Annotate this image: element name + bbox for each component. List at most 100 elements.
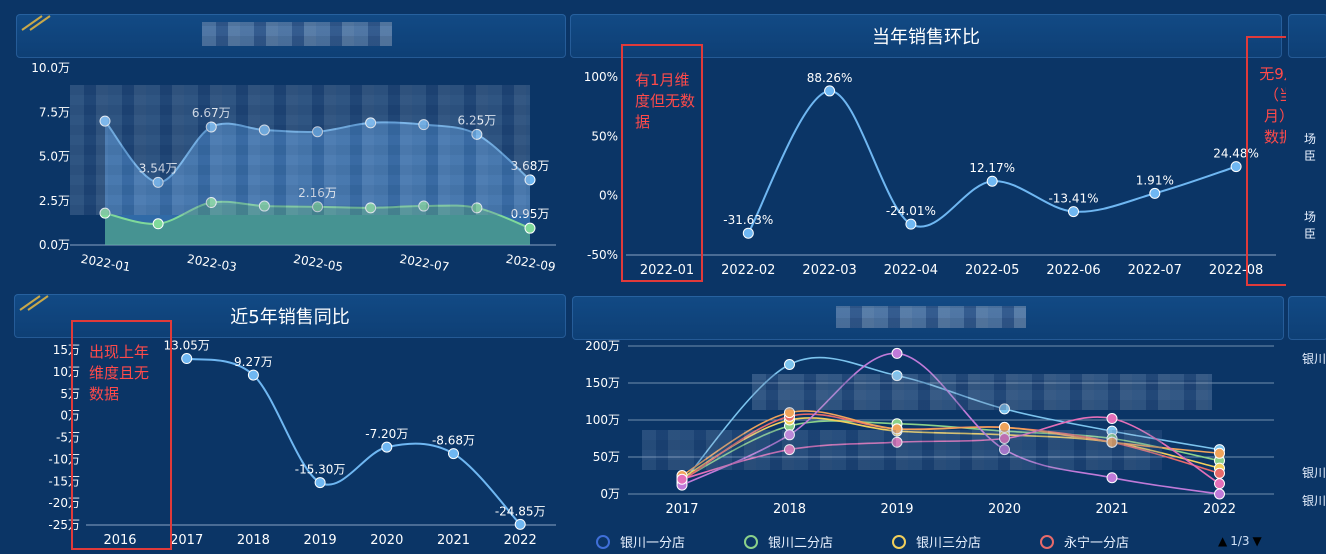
chart-mid-bottom: 0万 50万 100万 150万 200万 2017 2018 2019 2020 2021 202…	[585, 340, 1274, 517]
data-point	[205, 197, 217, 209]
data-point	[418, 200, 430, 212]
x-tick-label: 2022	[504, 533, 537, 548]
x-tick-label: 2016	[103, 533, 136, 548]
data-point	[524, 174, 536, 186]
x-tick-label: 2022-01	[640, 263, 694, 278]
y-tick-label: 2.5万	[39, 194, 70, 208]
data-label: 9.27万	[234, 355, 273, 369]
data-point	[1068, 206, 1079, 218]
y-tick-label: 100万	[585, 413, 620, 427]
data-point	[999, 433, 1010, 444]
y-tick-label: 150万	[585, 376, 620, 390]
data-label: 2.16万	[298, 186, 337, 200]
series-line	[681, 410, 1220, 477]
legend-pager[interactable]: ▲ 1/3 ▼	[1218, 534, 1262, 548]
legend-label: 永宁一分店	[1064, 536, 1130, 551]
x-tick-label: 2017	[665, 502, 698, 517]
panel-left-top: 0.0万 2.5万 5.0万 7.5万 10.0万 2022-01 2022-03 2022-…	[0, 0, 566, 290]
series-line	[681, 416, 1220, 485]
legend-item[interactable]: 银川二分店	[744, 532, 833, 551]
x-tick-label: 2020	[370, 533, 403, 548]
legend-item[interactable]: 永宁一分店	[1040, 532, 1129, 551]
blurred-title	[202, 22, 392, 46]
x-tick-label: 2022-05	[292, 252, 344, 274]
x-tick-label: 2018	[237, 533, 270, 548]
data-point	[999, 403, 1010, 415]
panel-title-bar	[16, 14, 566, 58]
right-edge-label: 银川	[1302, 494, 1326, 508]
x-tick-label: 2021	[437, 533, 470, 548]
data-point	[891, 370, 903, 382]
y-tick-label: 5.0万	[39, 150, 70, 164]
series-area	[105, 201, 530, 245]
legend-marker-icon	[1040, 534, 1054, 549]
data-label: -24.85万	[495, 504, 546, 518]
data-label: 6.67万	[192, 106, 231, 120]
x-tick-label: 2019	[880, 502, 913, 517]
data-point	[891, 423, 903, 435]
data-point	[1230, 161, 1242, 173]
data-point	[152, 176, 164, 188]
series-line	[681, 356, 1220, 484]
panel-right-bottom-title-bar	[1288, 296, 1326, 340]
y-tick-label: -50%	[587, 248, 618, 262]
data-point	[99, 115, 111, 127]
x-tick-label: 2022-07	[1128, 263, 1182, 278]
data-point	[905, 218, 917, 230]
data-point	[1106, 472, 1118, 484]
data-point	[676, 473, 688, 485]
data-label: 12.17%	[969, 161, 1015, 175]
data-point	[181, 353, 193, 365]
data-label: -31.63%	[723, 213, 773, 227]
y-tick-label: 100%	[584, 70, 618, 84]
data-point	[258, 200, 270, 212]
data-point	[891, 436, 903, 448]
data-point	[1214, 467, 1225, 479]
data-point	[1149, 187, 1161, 199]
x-tick-label: 2017	[170, 533, 203, 548]
y-tick-label: 10万	[53, 365, 80, 379]
data-point	[1106, 436, 1118, 448]
legend-marker-icon	[892, 534, 906, 549]
data-label: -24.01%	[886, 204, 936, 218]
data-point	[314, 477, 326, 489]
data-label: 3.54万	[139, 161, 178, 175]
page-up-icon[interactable]: ▲	[1218, 534, 1228, 548]
y-tick-label: 7.5万	[39, 105, 70, 119]
data-label: -15.30万	[295, 463, 346, 477]
data-point	[1214, 478, 1225, 490]
data-point	[205, 121, 217, 133]
legend-item[interactable]: 银川三分店	[892, 532, 981, 551]
data-point	[471, 202, 483, 214]
data-point	[418, 119, 430, 131]
data-label: 1.91%	[1136, 173, 1174, 187]
x-tick-label: 2018	[773, 502, 806, 517]
x-tick-label: 2020	[988, 502, 1021, 517]
y-tick-label: 200万	[585, 340, 620, 353]
right-edge-label: 银川	[1302, 466, 1326, 480]
x-tick-label: 2022-01	[80, 252, 132, 274]
data-point	[365, 202, 377, 214]
data-point	[784, 359, 795, 370]
page-down-icon[interactable]: ▼	[1252, 534, 1262, 548]
x-tick-label: 2022-03	[802, 263, 856, 278]
y-tick-label: 0万	[600, 487, 620, 501]
data-point	[784, 429, 795, 441]
annotation-text: 无9月（当月）数据	[1259, 65, 1286, 146]
chart-left-top: 0.0万 2.5万 5.0万 7.5万 10.0万 2022-01 2022-03 2022-…	[31, 61, 556, 274]
data-point	[784, 407, 795, 419]
data-point	[247, 369, 259, 381]
data-label: 0.95万	[511, 207, 550, 221]
data-point	[784, 444, 795, 456]
x-tick-label: 2022-04	[884, 263, 938, 278]
legend-item[interactable]: 银川一分店	[596, 532, 685, 551]
series-line	[681, 420, 1220, 480]
y-tick-label: 0%	[599, 189, 618, 203]
data-point	[1214, 447, 1225, 459]
panel-title: 近5年销售同比	[230, 307, 350, 328]
x-tick-label: 2022-05	[965, 263, 1019, 278]
panel-title: 当年销售环比	[872, 27, 980, 48]
annotation-year2016: 出现上年维度且无数据	[71, 320, 172, 550]
x-tick-label: 2021	[1095, 502, 1128, 517]
right-edge-label: 场臣	[1304, 210, 1317, 241]
